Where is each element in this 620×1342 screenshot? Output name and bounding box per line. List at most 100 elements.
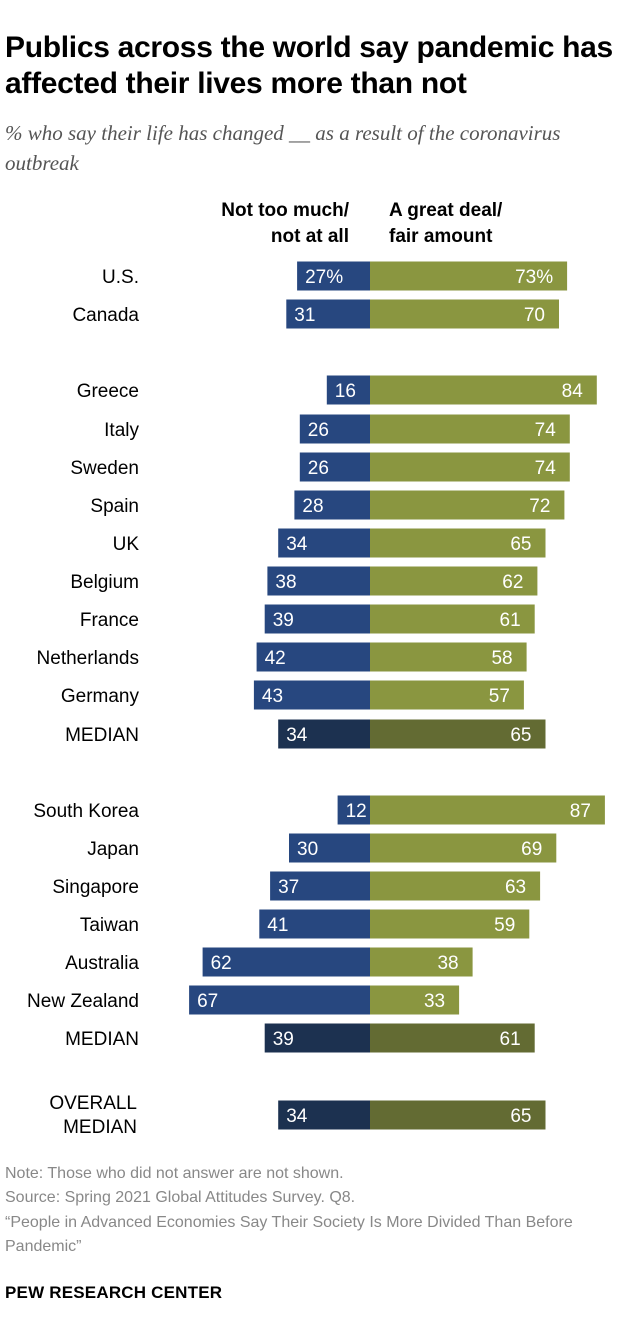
- bar-great-deal: [370, 985, 460, 1015]
- bar-great-deal: [370, 261, 568, 291]
- value-label-not-too-much: 34: [286, 1106, 308, 1127]
- value-label-not-too-much: 43: [262, 686, 283, 707]
- bar-not-too-much: [270, 871, 370, 901]
- bar-row-overall-median: OVERALL MEDIAN 34 65: [49, 1093, 546, 1138]
- bar-great-deal: [370, 375, 597, 405]
- value-label-not-too-much: 34: [286, 534, 308, 555]
- bar-row-new-zealand: New Zealand 67 33: [27, 985, 460, 1015]
- value-label-not-too-much: 31: [294, 305, 315, 326]
- bar-row-median: MEDIAN 34 65: [65, 719, 546, 749]
- row-label: Australia: [65, 953, 139, 974]
- value-label-great-deal: 65: [510, 534, 531, 555]
- row-label: Spain: [90, 496, 139, 517]
- value-label-not-too-much: 37: [278, 877, 299, 898]
- bar-row-italy: Italy 26 74: [104, 414, 570, 444]
- row-label: Greece: [77, 381, 139, 402]
- row-label: Singapore: [52, 877, 139, 898]
- value-label-great-deal: 61: [500, 1029, 521, 1050]
- chart-subtitle: % who say their life has changed __ as a…: [5, 121, 561, 175]
- legend-not-too-much: Not too much/not at all: [221, 200, 349, 247]
- row-label: Taiwan: [80, 915, 139, 936]
- bar-great-deal: [370, 871, 541, 901]
- value-label-great-deal: 58: [491, 648, 512, 669]
- row-label: Sweden: [70, 458, 139, 479]
- bar-not-too-much: [264, 604, 370, 634]
- value-label-not-too-much: 67: [197, 991, 218, 1012]
- footer-note: Note: Those who did not answer are not s…: [5, 1165, 344, 1182]
- bar-row-belgium: Belgium 38 62: [70, 566, 538, 596]
- bar-not-too-much: [264, 1023, 370, 1053]
- value-label-not-too-much: 27%: [305, 267, 343, 288]
- bar-great-deal: [370, 1100, 546, 1130]
- value-label-great-deal: 59: [494, 915, 515, 936]
- row-label: Canada: [72, 305, 139, 326]
- footer-source: Source: Spring 2021 Global Attitudes Sur…: [5, 1189, 356, 1206]
- footer-report: “People in Advanced Economies Say Their …: [5, 1214, 573, 1255]
- bar-great-deal: [370, 719, 546, 749]
- bar-row-greece: Greece 16 84: [77, 375, 597, 405]
- row-label: Netherlands: [37, 648, 139, 669]
- value-label-great-deal: 61: [500, 610, 521, 631]
- value-label-great-deal: 33: [424, 991, 445, 1012]
- bar-great-deal: [370, 528, 546, 558]
- bar-not-too-much: [278, 528, 370, 558]
- bar-great-deal: [370, 680, 524, 710]
- bar-row-taiwan: Taiwan 41 59: [80, 909, 530, 939]
- row-label: Japan: [87, 839, 139, 860]
- value-label-great-deal: 74: [535, 420, 557, 441]
- bar-row-netherlands: Netherlands 42 58: [37, 642, 527, 672]
- row-label: OVERALL MEDIAN: [49, 1093, 137, 1138]
- row-label: U.S.: [102, 267, 139, 288]
- bar-great-deal: [370, 452, 570, 482]
- value-label-not-too-much: 28: [302, 496, 323, 517]
- bar-great-deal: [370, 947, 473, 977]
- bar-not-too-much: [299, 414, 370, 444]
- value-label-great-deal: 73%: [515, 267, 553, 288]
- bar-row-france: France 39 61: [80, 604, 535, 634]
- bar-not-too-much: [299, 452, 370, 482]
- value-label-great-deal: 62: [502, 572, 523, 593]
- bar-not-too-much: [202, 947, 370, 977]
- bar-great-deal: [370, 566, 538, 596]
- pew-research-center-logo: PEW RESEARCH CENTER: [5, 1283, 223, 1302]
- bar-not-too-much: [278, 719, 370, 749]
- row-label: Germany: [61, 686, 140, 707]
- row-label: France: [80, 610, 139, 631]
- row-label: Italy: [104, 420, 139, 441]
- value-label-not-too-much: 39: [273, 610, 294, 631]
- row-label: MEDIAN: [65, 725, 139, 746]
- chart-title: Publics across the world say pandemic ha…: [5, 31, 613, 100]
- bar-row-spain: Spain 28 72: [90, 490, 565, 520]
- bar-great-deal: [370, 604, 535, 634]
- bar-row-singapore: Singapore 37 63: [52, 871, 541, 901]
- bar-great-deal: [370, 833, 557, 863]
- value-label-not-too-much: 26: [308, 458, 329, 479]
- legend-great-deal: A great deal/fair amount: [389, 200, 503, 247]
- value-label-not-too-much: 41: [267, 915, 288, 936]
- row-label: Belgium: [70, 572, 139, 593]
- bar-row-sweden: Sweden 26 74: [70, 452, 570, 482]
- value-label-not-too-much: 34: [286, 725, 308, 746]
- value-label-not-too-much: 16: [335, 381, 356, 402]
- value-label-not-too-much: 38: [275, 572, 296, 593]
- row-label: UK: [113, 534, 140, 555]
- row-label: New Zealand: [27, 991, 139, 1012]
- value-label-not-too-much: 42: [265, 648, 286, 669]
- bar-not-too-much: [286, 299, 370, 329]
- bar-great-deal: [370, 299, 559, 329]
- bar-row-uk: UK 34 65: [113, 528, 546, 558]
- value-label-great-deal: 38: [437, 953, 458, 974]
- value-label-not-too-much: 26: [308, 420, 329, 441]
- bar-great-deal: [370, 490, 565, 520]
- value-label-not-too-much: 12: [346, 801, 367, 822]
- bar-row-median: MEDIAN 39 61: [65, 1023, 535, 1053]
- bar-great-deal: [370, 414, 570, 444]
- value-label-not-too-much: 62: [211, 953, 232, 974]
- bar-row-japan: Japan 30 69: [87, 833, 557, 863]
- bar-not-too-much: [337, 795, 370, 825]
- value-label-great-deal: 72: [529, 496, 550, 517]
- bar-great-deal: [370, 909, 530, 939]
- row-label: MEDIAN: [65, 1029, 139, 1050]
- value-label-great-deal: 63: [505, 877, 526, 898]
